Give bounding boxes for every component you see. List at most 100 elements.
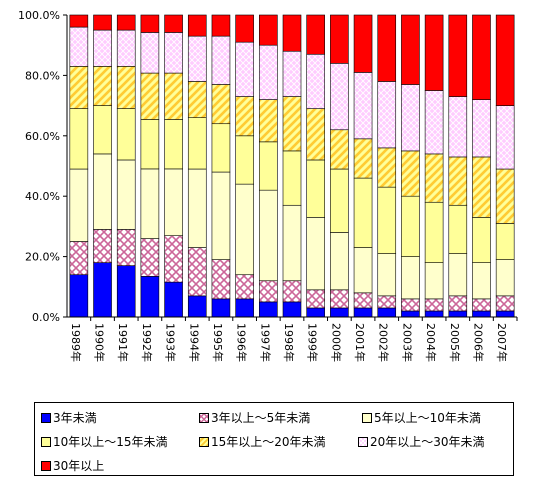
bar-segment-2-3 [140, 168, 160, 239]
bar-segment-2-16 [448, 253, 468, 297]
x-tick-label: 2006年 [471, 323, 485, 362]
bar-segment-2-13 [377, 253, 397, 297]
x-tick-label: 1997年 [258, 323, 272, 362]
legend-item-4: 15年以上～20年未満 [199, 433, 326, 450]
legend-item-0: 3年未満 [41, 409, 97, 426]
y-tick-label: 0.0% [32, 311, 60, 324]
bar-segment-6-8 [259, 14, 278, 46]
bar-segment-3-10 [306, 159, 325, 218]
bar-segment-2-11 [330, 232, 349, 291]
bar-segment-3-7 [235, 135, 254, 185]
bar-segment-5-4 [164, 32, 183, 74]
x-tick-label: 1998年 [282, 323, 296, 362]
bar-segment-4-0 [69, 66, 89, 109]
bar-segment-0-11 [330, 307, 349, 318]
legend-swatch-6 [41, 460, 51, 471]
bar-segment-2-2 [116, 159, 136, 230]
bar-segment-3-4 [164, 119, 183, 170]
bar-segment-6-5 [187, 14, 207, 37]
bar-segment-0-6 [211, 298, 231, 318]
legend-item-6: 30年以上 [41, 457, 104, 474]
axes-layer: 1989年 1990年 1991年 1992年 1993年 1994年 1995年 1996年… [18, 9, 518, 362]
x-tick-label: 1996年 [235, 323, 249, 362]
bar-segment-5-15 [424, 90, 444, 155]
bar-segment-4-13 [377, 147, 397, 188]
legend-item-2: 5年以上～10年未満 [362, 409, 481, 426]
bar-segment-4-9 [282, 96, 302, 152]
bar-segment-1-13 [377, 295, 397, 309]
bar-segment-5-12 [353, 72, 373, 140]
bar-segment-5-6 [211, 35, 231, 85]
bar-segment-2-14 [401, 256, 420, 300]
bar-segment-4-14 [401, 150, 420, 197]
legend-label-1: 3年以上～5年未満 [211, 411, 311, 425]
bar-segment-3-16 [448, 204, 468, 254]
bar-segment-4-18 [495, 168, 515, 224]
bar-segment-0-18 [495, 310, 515, 318]
legend-item-1: 3年以上～5年未満 [199, 409, 310, 426]
bar-segment-1-4 [164, 235, 183, 283]
bar-segment-4-16 [448, 156, 468, 206]
bar-segment-3-1 [93, 105, 112, 155]
legend-swatch-3 [41, 436, 51, 447]
bar-segment-6-10 [306, 14, 325, 55]
bar-segment-4-7 [235, 96, 254, 137]
bar-segment-4-1 [93, 66, 112, 106]
bar-segment-6-12 [353, 14, 373, 73]
bar-segment-5-7 [235, 41, 254, 97]
bar-segment-2-1 [93, 153, 112, 230]
bar-segment-3-3 [140, 119, 160, 170]
bar-segment-4-10 [306, 108, 325, 161]
bar-segment-5-14 [401, 84, 420, 152]
bar-segment-4-11 [330, 129, 349, 170]
y-tick-label: 20.0% [25, 251, 60, 264]
bar-segment-1-15 [424, 298, 444, 312]
bar-segment-1-1 [93, 229, 112, 263]
x-tick-label: 1991年 [116, 323, 130, 362]
bar-segment-4-12 [353, 138, 373, 179]
bar-segment-4-3 [140, 72, 160, 120]
bar-segment-2-5 [187, 168, 207, 248]
bar-segment-2-8 [259, 189, 278, 282]
bar-segment-1-2 [116, 229, 136, 266]
x-tick-label: 1999年 [306, 323, 320, 362]
bar-segment-6-17 [472, 14, 491, 100]
y-tick-label: 40.0% [25, 190, 60, 203]
bar-segment-6-4 [164, 14, 183, 33]
bar-segment-3-2 [116, 108, 136, 161]
legend: 3年未満 3年以上～5年未満 5年以上～10年未満 10年以上～15年未満 15… [34, 402, 514, 476]
bar-segment-4-2 [116, 66, 136, 109]
x-tick-label: 1994年 [187, 323, 201, 362]
bar-segment-2-12 [353, 247, 373, 294]
legend-item-3: 10年以上～15年未満 [41, 433, 168, 450]
bar-segment-1-17 [472, 298, 491, 312]
bar-segment-4-5 [187, 81, 207, 118]
bar-segment-5-10 [306, 53, 325, 109]
bar-segment-6-9 [282, 14, 302, 52]
bar-segment-3-17 [472, 217, 491, 263]
x-tick-label: 1995年 [211, 323, 225, 362]
bar-segment-6-0 [69, 14, 89, 28]
bar-segment-2-4 [164, 168, 183, 236]
bar-segment-3-18 [495, 223, 515, 260]
bar-segment-5-3 [140, 32, 160, 74]
legend-label-2: 5年以上～10年未満 [374, 411, 481, 425]
bar-segment-5-5 [187, 35, 207, 82]
bar-segment-0-12 [353, 307, 373, 318]
bar-segment-2-10 [306, 217, 325, 291]
bar-segment-5-9 [282, 50, 302, 97]
bar-segment-0-15 [424, 310, 444, 318]
stacked-bar-chart: 1989年 1990年 1991年 1992年 1993年 1994年 1995年 1996年… [18, 9, 518, 362]
legend-label-3: 10年以上～15年未満 [53, 435, 168, 449]
bar-segment-3-13 [377, 186, 397, 254]
bar-segment-2-9 [282, 204, 302, 282]
bar-segment-1-18 [495, 295, 515, 312]
bar-segment-2-0 [69, 168, 89, 242]
x-tick-label: 2002年 [377, 323, 391, 362]
bar-segment-1-14 [401, 298, 420, 312]
bar-segment-0-13 [377, 307, 397, 318]
bar-segment-2-18 [495, 259, 515, 297]
bar-segment-2-15 [424, 262, 444, 300]
bar-segment-0-8 [259, 301, 278, 318]
bar-segment-1-10 [306, 289, 325, 309]
